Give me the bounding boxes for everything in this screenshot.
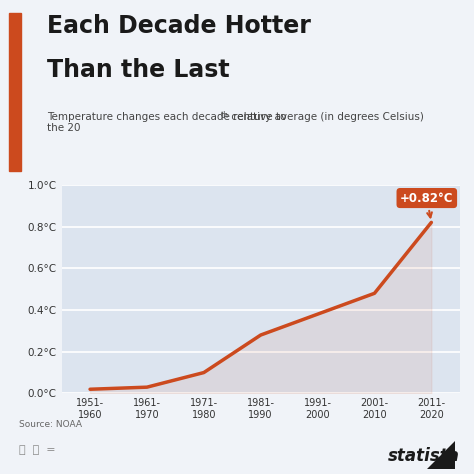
Text: Source: NOAA: Source: NOAA bbox=[19, 420, 82, 429]
Polygon shape bbox=[427, 441, 455, 469]
Text: statista: statista bbox=[388, 447, 460, 465]
Text: century average (in degrees Celsius): century average (in degrees Celsius) bbox=[228, 112, 423, 122]
Text: Each Decade Hotter: Each Decade Hotter bbox=[47, 14, 311, 38]
Bar bbox=[9, 13, 21, 171]
Text: Ⓒ  ⓘ  =: Ⓒ ⓘ = bbox=[19, 445, 55, 455]
Text: Than the Last: Than the Last bbox=[47, 58, 230, 82]
Text: th: th bbox=[220, 111, 228, 120]
Text: Temperature changes each decade relative to
the 20: Temperature changes each decade relative… bbox=[47, 112, 287, 133]
Text: +0.82°C: +0.82°C bbox=[400, 191, 454, 218]
